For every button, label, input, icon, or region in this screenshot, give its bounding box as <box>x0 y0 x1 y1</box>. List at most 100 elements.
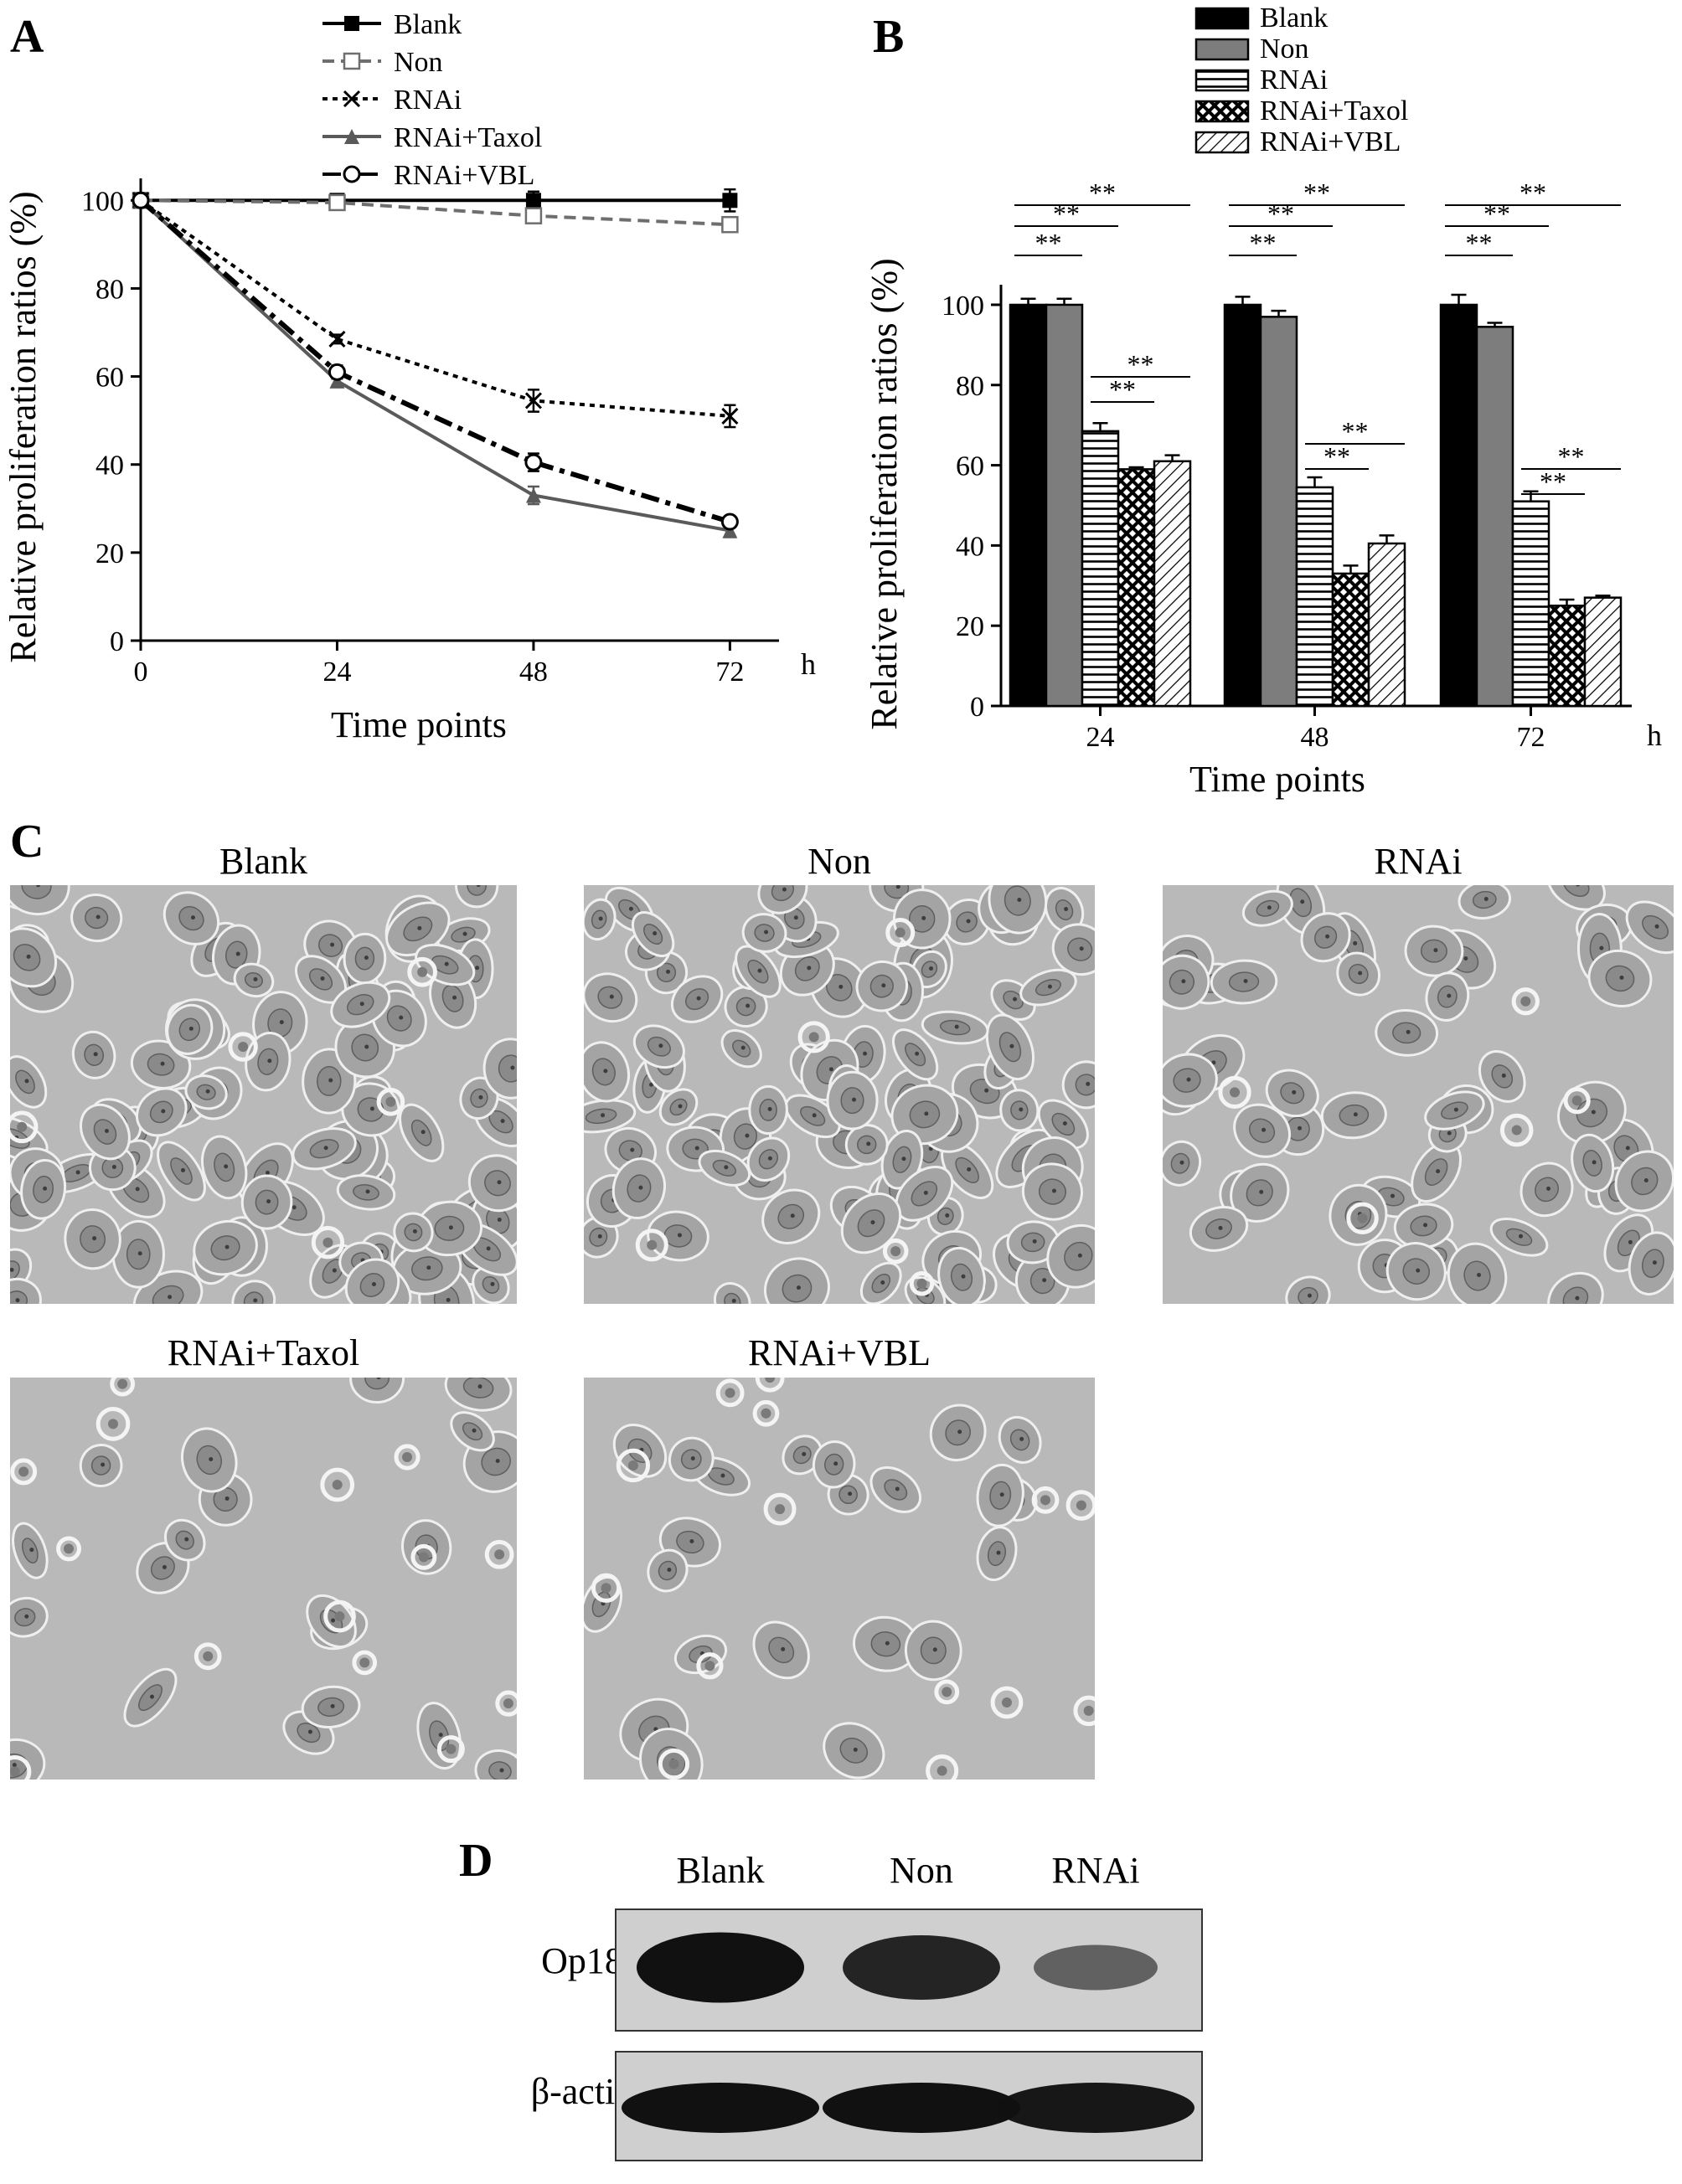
bar-non <box>1259 316 1298 708</box>
significance-label: ** <box>1109 374 1136 404</box>
significance-label: ** <box>1466 228 1493 258</box>
micrograph-title: RNAi+VBL <box>748 1332 931 1373</box>
blot-row-label: Op18 <box>541 1940 623 1981</box>
micrograph-title: Blank <box>219 841 308 882</box>
y-tick-label: 0 <box>970 692 984 723</box>
significance-bracket: ** <box>1305 416 1405 446</box>
micrograph-panel: C Blank Non RNAi RNAi+Taxol RNAi+VBL <box>0 816 1682 1821</box>
x-tick-label: 48 <box>519 657 548 688</box>
blot-band <box>997 2083 1194 2133</box>
micrograph-texture <box>584 885 1095 1304</box>
line-chart-legend: Blank Non RNAi RNAi+Taxol RNAi+VBL <box>322 9 542 191</box>
blot-band <box>1034 1944 1158 1991</box>
y-tick-label: 100 <box>81 186 124 217</box>
error-bar <box>1343 564 1359 574</box>
bar-rnai <box>1295 486 1334 708</box>
line-series-vbl <box>132 191 739 531</box>
y-tick-label: 80 <box>956 371 984 402</box>
error-bar <box>1595 595 1611 598</box>
blot-band <box>637 1932 804 2003</box>
legend-label: Non <box>394 47 443 78</box>
significance-label: ** <box>1483 198 1510 229</box>
data-point <box>344 129 359 144</box>
y-tick-label: 20 <box>95 538 124 569</box>
y-tick-label: 60 <box>95 363 124 394</box>
blot-lane-label: RNAi <box>1051 1850 1139 1891</box>
bar-chart-bars <box>1009 293 1623 708</box>
bar-chart-significance: ****************************** <box>1014 178 1621 497</box>
error-bar <box>1235 296 1251 305</box>
data-point <box>720 513 739 531</box>
micrograph-title: RNAi <box>1374 841 1463 882</box>
legend-entry-rnai: RNAi <box>322 85 462 116</box>
blot-lane-label: Non <box>890 1850 953 1891</box>
line-chart-x-unit: h <box>801 647 816 681</box>
bar-blank <box>1009 303 1048 708</box>
micrograph-image <box>10 885 517 1304</box>
significance-label: ** <box>1053 198 1080 229</box>
significance-bracket: ** <box>1445 198 1549 229</box>
legend-label: RNAi+VBL <box>394 160 534 191</box>
bar-chart-x-unit: h <box>1647 719 1662 752</box>
significance-label: ** <box>1323 441 1350 471</box>
error-bar <box>1128 466 1144 470</box>
legend-entry-non: Non <box>322 47 443 78</box>
data-point <box>722 523 738 538</box>
significance-label: ** <box>1267 198 1294 229</box>
significance-label: ** <box>1303 178 1330 208</box>
legend-entry-taxol: RNAi+Taxol <box>322 122 542 153</box>
blot-row-0 <box>615 1908 1203 2032</box>
legend-label: Blank <box>1260 3 1328 33</box>
line-series-rnai <box>132 192 739 429</box>
legend-label: RNAi+Taxol <box>1260 95 1408 126</box>
micrograph-image <box>584 885 1095 1304</box>
y-tick-label: 60 <box>956 451 984 482</box>
bar-blank <box>1439 303 1478 708</box>
legend-swatch <box>1194 7 1250 30</box>
x-tick-label: 24 <box>1086 722 1115 753</box>
significance-bracket: ** <box>1229 178 1405 208</box>
micrograph-image <box>584 1378 1095 1780</box>
data-point <box>328 330 346 348</box>
legend-entry-rnai: RNAi <box>1194 64 1328 95</box>
panel-letter-d: D <box>459 1835 493 1887</box>
bar-vbl <box>1367 542 1406 708</box>
western-blot: D Blank Non RNAi Op18 β-actin <box>459 1835 1203 2161</box>
legend-swatch <box>1194 131 1250 154</box>
error-bar <box>1092 422 1108 431</box>
series-line <box>139 198 731 524</box>
data-point <box>343 90 361 108</box>
y-tick-label: 100 <box>942 291 984 322</box>
significance-label: ** <box>1035 228 1062 258</box>
data-point <box>721 407 739 425</box>
micrograph-title: RNAi+Taxol <box>167 1332 360 1373</box>
data-point <box>524 453 543 471</box>
micrograph-texture <box>584 1378 1095 1780</box>
bar-non <box>1045 303 1084 708</box>
error-bar <box>1056 297 1072 305</box>
bar-taxol <box>1331 572 1370 708</box>
legend-swatch <box>1194 100 1250 123</box>
error-bar <box>1559 598 1575 606</box>
error-bar <box>1523 490 1539 502</box>
error-bar <box>1451 293 1467 305</box>
error-bar <box>1271 309 1287 317</box>
x-tick-label: 48 <box>1301 722 1329 753</box>
bar-rnai <box>1081 430 1120 708</box>
error-bar <box>1164 454 1180 461</box>
bar-chart-x-axis-label: Time points <box>1189 759 1365 800</box>
line-chart-y-axis-label: Relative proliferation ratios (%) <box>3 191 44 662</box>
series-line <box>139 198 730 533</box>
y-tick-label: 20 <box>956 611 984 642</box>
data-point <box>721 215 739 234</box>
bar-taxol <box>1117 468 1156 708</box>
line-chart: A Blank Non RNAi RNAi+Taxol RNAi+VBL 0 20 40 60… <box>3 9 816 745</box>
data-point <box>132 191 150 209</box>
significance-label: ** <box>1089 178 1116 208</box>
panel-letter-a: A <box>10 11 44 63</box>
blot-lane-label: Blank <box>676 1850 764 1891</box>
significance-bracket: ** <box>1014 178 1190 208</box>
legend-label: Non <box>1260 33 1309 64</box>
y-tick-label: 40 <box>95 451 124 482</box>
y-tick-label: 0 <box>110 626 124 657</box>
